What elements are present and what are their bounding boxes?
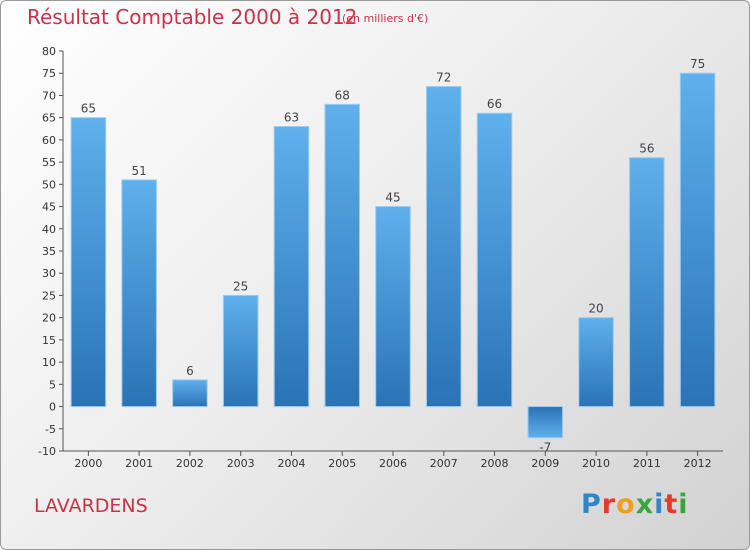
- logo-letter: o: [616, 489, 636, 520]
- x-tick-label: 2007: [430, 457, 458, 470]
- bar-2003: [222, 294, 259, 408]
- y-tick-label: 20: [42, 312, 56, 325]
- x-tick-label: 2011: [633, 457, 661, 470]
- data-label-2008: 66: [487, 97, 502, 111]
- bars: [70, 72, 716, 439]
- town-name: LAVARDENS: [34, 495, 148, 517]
- logo-letter: r: [601, 489, 617, 520]
- data-label-2005: 68: [335, 88, 350, 102]
- x-tick-label: 2009: [531, 457, 559, 470]
- x-tick-label: 2000: [74, 457, 102, 470]
- data-label-2001: 51: [132, 164, 147, 178]
- data-label-2007: 72: [436, 71, 451, 85]
- y-tick-label: 40: [42, 223, 56, 236]
- logo-letter: x: [635, 489, 655, 520]
- y-tick-label: 15: [42, 334, 56, 347]
- data-label-2003: 25: [233, 279, 248, 293]
- bar-2000: [70, 117, 107, 408]
- logo-letter: i: [678, 489, 689, 520]
- y-tick-label: 0: [49, 401, 56, 414]
- bar-2004: [273, 126, 310, 408]
- y-tick-label: 60: [42, 134, 56, 147]
- x-tick-label: 2005: [328, 457, 356, 470]
- x-tick-label: 2001: [125, 457, 153, 470]
- bar-2010: [578, 317, 614, 408]
- y-tick-label: 10: [42, 356, 56, 369]
- y-tick-label: -10: [38, 445, 56, 458]
- data-label-2011: 56: [639, 142, 654, 156]
- bar-2001: [121, 179, 157, 408]
- y-tick-label: 75: [42, 67, 56, 80]
- y-tick-label: -5: [45, 423, 56, 436]
- bar-2007: [426, 86, 462, 408]
- data-label-2006: 45: [385, 191, 400, 205]
- data-label-2002: 6: [186, 364, 194, 378]
- x-tick-label: 2012: [684, 457, 712, 470]
- bar-2012: [679, 72, 716, 408]
- logo-letter: P: [581, 489, 602, 520]
- x-tick-label: 2010: [582, 457, 610, 470]
- bar-2002: [172, 379, 208, 408]
- chart-title: Résultat Comptable 2000 à 2012: [27, 5, 358, 29]
- y-tick-label: 25: [42, 289, 56, 302]
- y-tick-label: 50: [42, 178, 56, 191]
- chart-subtitle: (en milliers d'€): [342, 12, 429, 25]
- bar-2009: [527, 406, 564, 439]
- y-tick-label: 70: [42, 89, 56, 102]
- x-tick-label: 2006: [379, 457, 407, 470]
- x-tick-label: 2004: [277, 457, 305, 470]
- logo-letter: t: [664, 489, 679, 520]
- y-tick-label: 80: [42, 45, 56, 58]
- logo-letter: i: [654, 489, 665, 520]
- axes: -10 -5 0 5 10 15 20 25 30 35 40 45 50 55 60 65 70 75 80: [38, 45, 723, 458]
- data-label-2012: 75: [690, 57, 705, 71]
- x-tick-label: 2003: [227, 457, 255, 470]
- y-tick-label: 5: [49, 378, 56, 391]
- bar-2008: [476, 112, 513, 408]
- bar-2006: [375, 206, 411, 408]
- labels: 2000 65 2001 51 2002 6 2003 25 2004 63 2005 68 2006 4…: [74, 57, 711, 470]
- proxiti-logo: Proxiti: [581, 489, 689, 520]
- x-tick-label: 2008: [481, 457, 509, 470]
- data-label-2009: -7: [539, 441, 551, 455]
- x-tick-label: 2002: [176, 457, 204, 470]
- y-tick-label: 65: [42, 112, 56, 125]
- y-tick-label: 55: [42, 156, 56, 169]
- data-label-2010: 20: [588, 302, 603, 316]
- y-tick-label: 35: [42, 245, 56, 258]
- bar-2005: [324, 103, 360, 408]
- y-tick-label: 30: [42, 267, 56, 280]
- bar-2011: [629, 157, 665, 408]
- data-label-2004: 63: [284, 111, 299, 125]
- y-tick-label: 45: [42, 201, 56, 214]
- data-label-2000: 65: [81, 102, 96, 116]
